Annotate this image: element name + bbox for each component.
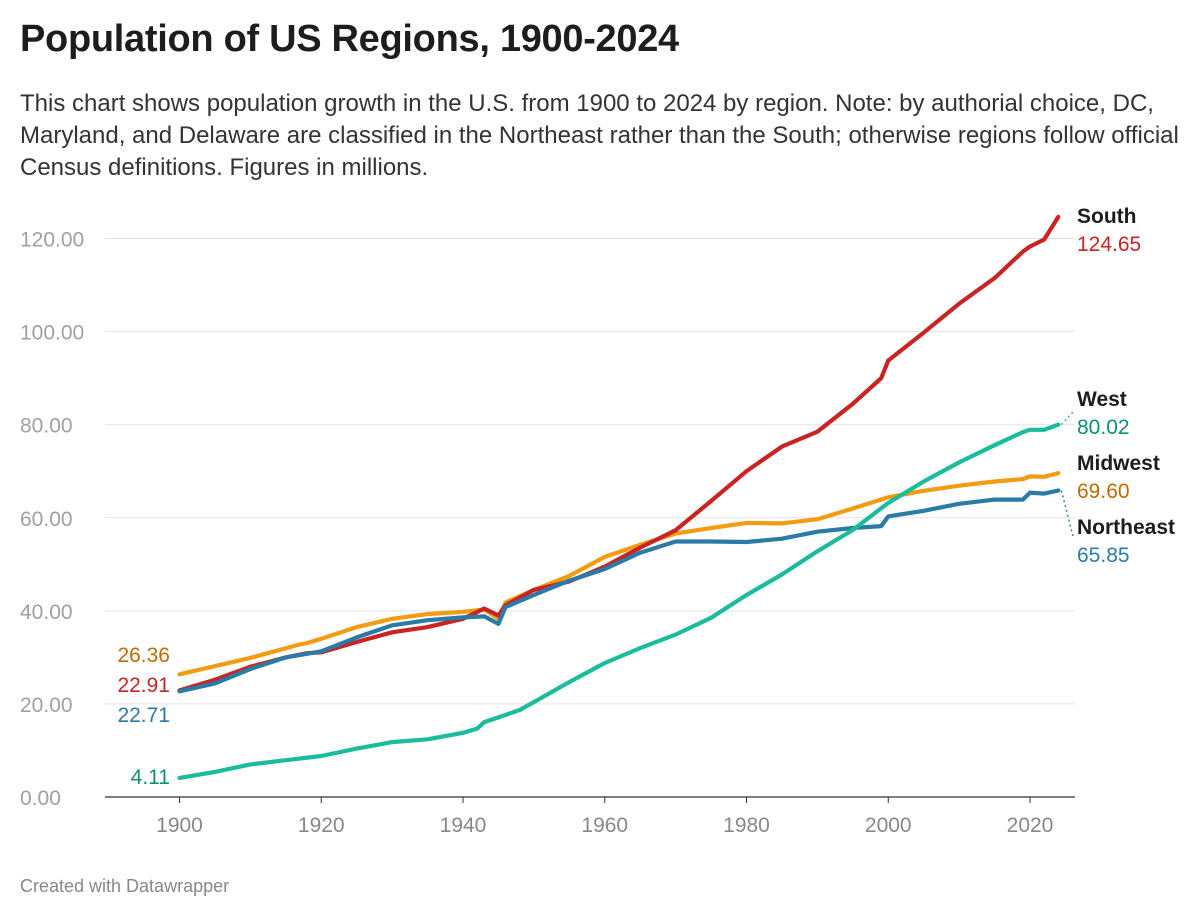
series-line-northeast <box>177 488 1061 694</box>
series-name-label-midwest: Midwest <box>1077 452 1160 475</box>
chart-subtitle: This chart shows population growth in th… <box>20 90 1179 181</box>
series-line-west <box>177 422 1061 780</box>
series-lines <box>177 214 1061 780</box>
credit-footer: Created with Datawrapper <box>20 876 230 896</box>
start-value-label-northeast: 22.71 <box>117 704 170 727</box>
x-tick-label: 1980 <box>723 814 770 837</box>
end-value-label-midwest: 69.60 <box>1077 480 1130 503</box>
x-tick-label: 2020 <box>1007 814 1054 837</box>
series-name-label-south: South <box>1077 205 1136 228</box>
y-tick-label: 120.00 <box>20 229 84 252</box>
series-line-midwest <box>177 471 1061 677</box>
direct-labels: 26.36 Midwest 69.60 22.91 South 124.65 22.71 No… <box>117 205 1175 789</box>
y-tick-label: 40.00 <box>20 601 73 624</box>
x-tick-label: 1900 <box>156 814 203 837</box>
start-value-label-west: 4.11 <box>131 766 170 789</box>
x-tick-label: 2000 <box>865 814 912 837</box>
end-value-label-south: 124.65 <box>1077 233 1141 256</box>
end-value-label-northeast: 65.85 <box>1077 544 1130 567</box>
chart-title: Population of US Regions, 1900-2024 <box>20 18 679 60</box>
y-tick-label: 60.00 <box>20 508 73 531</box>
label-connector-west <box>1060 411 1074 426</box>
y-tick-label: 0.00 <box>20 787 61 810</box>
y-tick-label: 20.00 <box>20 694 73 717</box>
start-value-label-south: 22.91 <box>117 674 170 697</box>
series-line-south <box>177 214 1061 693</box>
x-tick-label: 1920 <box>298 814 345 837</box>
gridlines <box>105 238 1075 798</box>
label-connector-northeast <box>1060 490 1074 537</box>
x-tick-label: 1940 <box>440 814 487 837</box>
y-tick-label: 80.00 <box>20 415 73 438</box>
y-tick-label: 100.00 <box>20 322 84 345</box>
axes: 0.00 20.00 40.00 60.00 80.00 100.00 120.00 1900… <box>20 229 1053 837</box>
end-value-label-west: 80.02 <box>1077 416 1130 439</box>
series-name-label-west: West <box>1077 388 1127 411</box>
x-tick-label: 1960 <box>581 814 628 837</box>
start-value-label-midwest: 26.36 <box>117 644 170 667</box>
series-name-label-northeast: Northeast <box>1077 516 1175 539</box>
